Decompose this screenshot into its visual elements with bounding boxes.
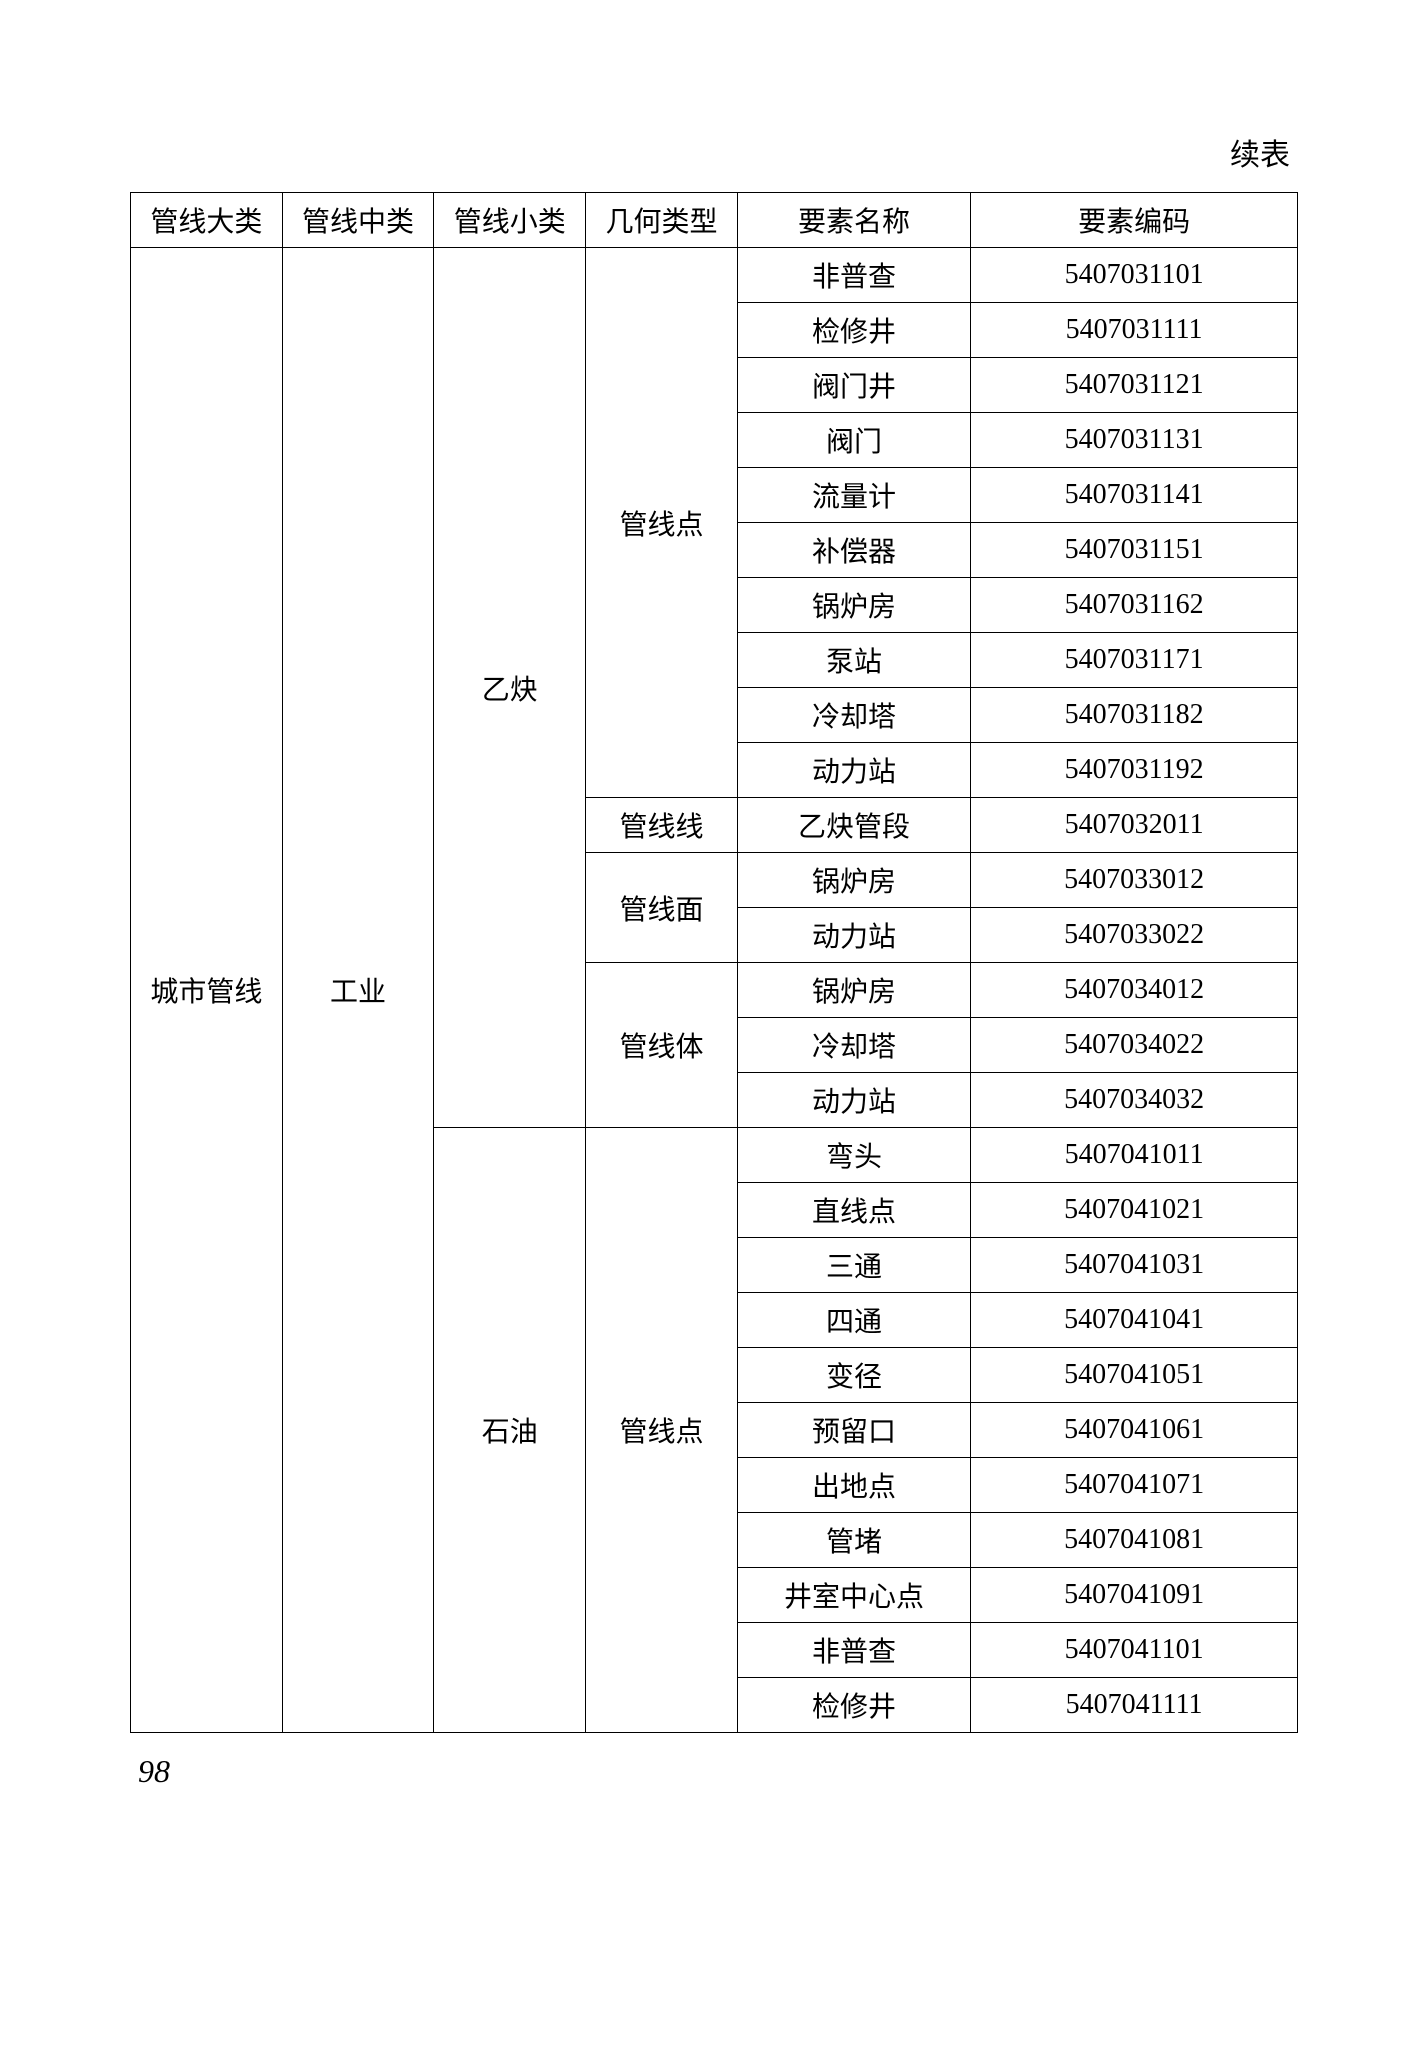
cell-element-name: 井室中心点 bbox=[737, 1568, 970, 1623]
col-header: 要素名称 bbox=[737, 193, 970, 248]
cell-element-code: 5407031151 bbox=[971, 523, 1298, 578]
cell-element-code: 5407034012 bbox=[971, 963, 1298, 1018]
cell-geometry-type: 管线点 bbox=[586, 1128, 738, 1733]
cell-element-code: 5407041061 bbox=[971, 1403, 1298, 1458]
cell-element-name: 变径 bbox=[737, 1348, 970, 1403]
cell-element-name: 四通 bbox=[737, 1293, 970, 1348]
cell-geometry-type: 管线点 bbox=[586, 248, 738, 798]
cell-element-code: 5407041111 bbox=[971, 1678, 1298, 1733]
cell-element-code: 5407041021 bbox=[971, 1183, 1298, 1238]
col-header: 要素编码 bbox=[971, 193, 1298, 248]
cell-element-name: 管堵 bbox=[737, 1513, 970, 1568]
cell-element-code: 5407034022 bbox=[971, 1018, 1298, 1073]
cell-element-name: 动力站 bbox=[737, 743, 970, 798]
table-body: 城市管线工业乙炔管线点非普查5407031101检修井5407031111阀门井… bbox=[131, 248, 1298, 1733]
cell-element-code: 5407034032 bbox=[971, 1073, 1298, 1128]
continued-label: 续表 bbox=[130, 130, 1298, 174]
col-header: 管线中类 bbox=[282, 193, 434, 248]
cell-element-name: 泵站 bbox=[737, 633, 970, 688]
cell-geometry-type: 管线面 bbox=[586, 853, 738, 963]
cell-element-name: 非普查 bbox=[737, 248, 970, 303]
table-header-row: 管线大类 管线中类 管线小类 几何类型 要素名称 要素编码 bbox=[131, 193, 1298, 248]
cell-element-name: 冷却塔 bbox=[737, 688, 970, 743]
col-header: 管线小类 bbox=[434, 193, 586, 248]
cell-sub-category: 乙炔 bbox=[434, 248, 586, 1128]
col-header: 管线大类 bbox=[131, 193, 283, 248]
cell-geometry-type: 管线体 bbox=[586, 963, 738, 1128]
cell-element-code: 5407031131 bbox=[971, 413, 1298, 468]
cell-element-code: 5407041031 bbox=[971, 1238, 1298, 1293]
cell-element-name: 三通 bbox=[737, 1238, 970, 1293]
cell-element-code: 5407041091 bbox=[971, 1568, 1298, 1623]
cell-element-code: 5407031141 bbox=[971, 468, 1298, 523]
cell-element-name: 锅炉房 bbox=[737, 853, 970, 908]
cell-element-name: 预留口 bbox=[737, 1403, 970, 1458]
cell-element-name: 直线点 bbox=[737, 1183, 970, 1238]
cell-element-code: 5407031121 bbox=[971, 358, 1298, 413]
cell-element-code: 5407041041 bbox=[971, 1293, 1298, 1348]
page-number: 98 bbox=[130, 1753, 1298, 1790]
cell-element-name: 动力站 bbox=[737, 1073, 970, 1128]
cell-element-code: 5407031111 bbox=[971, 303, 1298, 358]
cell-mid-category: 工业 bbox=[282, 248, 434, 1733]
cell-element-name: 锅炉房 bbox=[737, 578, 970, 633]
cell-element-name: 非普查 bbox=[737, 1623, 970, 1678]
cell-element-name: 乙炔管段 bbox=[737, 798, 970, 853]
cell-element-code: 5407041101 bbox=[971, 1623, 1298, 1678]
cell-element-code: 5407032011 bbox=[971, 798, 1298, 853]
pipeline-code-table: 管线大类 管线中类 管线小类 几何类型 要素名称 要素编码 城市管线工业乙炔管线… bbox=[130, 192, 1298, 1733]
cell-element-name: 锅炉房 bbox=[737, 963, 970, 1018]
col-header: 几何类型 bbox=[586, 193, 738, 248]
cell-major-category: 城市管线 bbox=[131, 248, 283, 1733]
cell-element-name: 出地点 bbox=[737, 1458, 970, 1513]
cell-element-name: 动力站 bbox=[737, 908, 970, 963]
cell-element-code: 5407041011 bbox=[971, 1128, 1298, 1183]
cell-element-code: 5407031162 bbox=[971, 578, 1298, 633]
cell-element-code: 5407031101 bbox=[971, 248, 1298, 303]
table-header: 管线大类 管线中类 管线小类 几何类型 要素名称 要素编码 bbox=[131, 193, 1298, 248]
document-page: 续表 管线大类 管线中类 管线小类 几何类型 要素名称 要素编码 城市管线工业乙… bbox=[0, 0, 1428, 1850]
table-row: 城市管线工业乙炔管线点非普查5407031101 bbox=[131, 248, 1298, 303]
cell-geometry-type: 管线线 bbox=[586, 798, 738, 853]
cell-element-code: 5407041071 bbox=[971, 1458, 1298, 1513]
cell-element-name: 冷却塔 bbox=[737, 1018, 970, 1073]
cell-element-name: 检修井 bbox=[737, 303, 970, 358]
cell-element-code: 5407031182 bbox=[971, 688, 1298, 743]
cell-element-code: 5407031192 bbox=[971, 743, 1298, 798]
cell-element-code: 5407033022 bbox=[971, 908, 1298, 963]
cell-element-name: 阀门 bbox=[737, 413, 970, 468]
cell-element-code: 5407033012 bbox=[971, 853, 1298, 908]
cell-element-name: 补偿器 bbox=[737, 523, 970, 578]
cell-element-code: 5407041051 bbox=[971, 1348, 1298, 1403]
cell-element-code: 5407041081 bbox=[971, 1513, 1298, 1568]
cell-element-name: 检修井 bbox=[737, 1678, 970, 1733]
cell-element-code: 5407031171 bbox=[971, 633, 1298, 688]
cell-element-name: 弯头 bbox=[737, 1128, 970, 1183]
cell-sub-category: 石油 bbox=[434, 1128, 586, 1733]
cell-element-name: 流量计 bbox=[737, 468, 970, 523]
cell-element-name: 阀门井 bbox=[737, 358, 970, 413]
